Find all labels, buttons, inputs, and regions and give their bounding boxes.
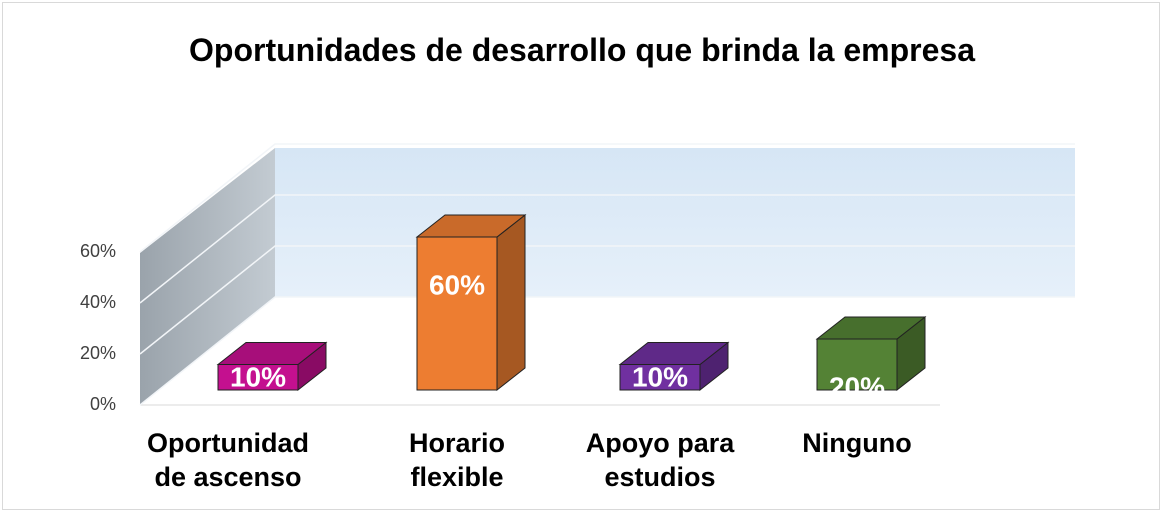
grid-line — [139, 296, 1075, 406]
x-tick-label: Apoyo para estudios — [585, 428, 735, 492]
bar — [816, 338, 898, 391]
data-label: 20% — [829, 371, 885, 402]
bar — [619, 364, 701, 391]
y-tick-label: 20% — [80, 343, 116, 363]
grid-line — [139, 194, 1075, 304]
bar-side — [496, 213, 526, 392]
grid-line — [139, 245, 1075, 355]
chart-title: Oportunidades de desarrollo que brinda l… — [189, 32, 975, 68]
y-tick-label: 0% — [90, 394, 116, 414]
x-tick-label: Oportunidad de ascenso — [147, 428, 309, 492]
bar — [217, 364, 299, 391]
side-wall — [140, 148, 275, 405]
data-label: 10% — [230, 362, 286, 393]
y-tick-label: 60% — [80, 241, 116, 261]
x-tick-label: Horario flexible — [408, 428, 506, 492]
back-wall — [275, 148, 1075, 297]
x-tick-label: Ninguno — [802, 428, 912, 458]
data-label: 10% — [632, 362, 688, 393]
data-label: 60% — [429, 269, 485, 300]
y-tick-label: 40% — [80, 292, 116, 312]
grid-line — [139, 143, 1075, 253]
bar — [416, 236, 498, 391]
